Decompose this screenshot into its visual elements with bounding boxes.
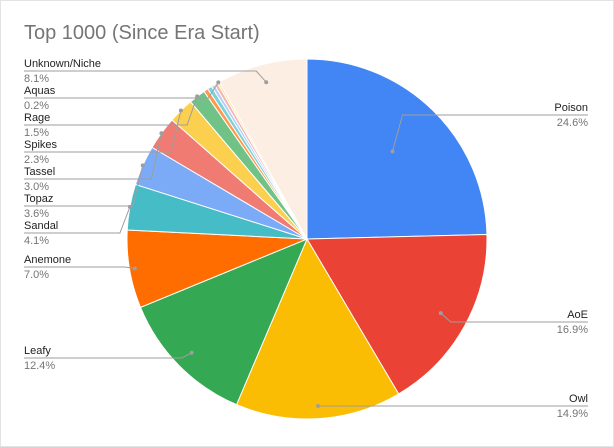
slice-percent-leafy: 12.4%: [24, 360, 55, 372]
slice-percent-unknown-niche: 8.1%: [24, 73, 49, 85]
leader-line-aquas: [24, 82, 219, 99]
slice-label-sandal: Sandal: [24, 220, 58, 232]
slice-label-aoe: AoE: [567, 309, 588, 321]
slice-label-anemone: Anemone: [24, 254, 71, 266]
pie-slice-unknown-niche[interactable]: [218, 58, 308, 241]
slice-percent-aoe: 16.9%: [557, 324, 588, 336]
slice-percent-rage: 1.5%: [24, 127, 49, 139]
slice-label-unknown-niche: Unknown/Niche: [24, 58, 101, 70]
slice-label-tassel: Tassel: [24, 166, 55, 178]
slice-percent-topaz: 3.6%: [24, 208, 49, 220]
slice-label-rage: Rage: [24, 112, 50, 124]
pie-slice-owl[interactable]: [235, 237, 400, 420]
slice-percent-anemone: 7.0%: [24, 269, 49, 281]
leader-line-anemone: [24, 266, 135, 269]
slice-label-leafy: Leafy: [24, 345, 51, 357]
pie-slice-aoe[interactable]: [306, 233, 488, 395]
slice-percent-aquas: 0.2%: [24, 100, 49, 112]
slice-label-poison: Poison: [554, 102, 588, 114]
chart-title: Top 1000 (Since Era Start): [24, 22, 260, 44]
slice-percent-sandal: 4.1%: [24, 235, 49, 247]
slice-label-topaz: Topaz: [24, 193, 53, 205]
leader-line-poison: [392, 114, 588, 152]
leader-line-tassel: [24, 133, 162, 180]
slice-percent-owl: 14.9%: [557, 408, 588, 420]
leader-line-spikes: [24, 110, 182, 153]
leader-line-leafy: [24, 352, 192, 359]
leader-line-aoe: [440, 312, 588, 323]
pie-slice-leafy[interactable]: [139, 238, 308, 406]
slice-label-aquas: Aquas: [24, 85, 56, 97]
pie-slice-poison[interactable]: [306, 58, 488, 240]
leader-line-unknown-niche: [24, 70, 267, 83]
slice-percent-spikes: 2.3%: [24, 154, 49, 166]
leader-line-rage: [24, 96, 198, 126]
slice-label-owl: Owl: [569, 393, 588, 405]
slice-percent-poison: 24.6%: [557, 117, 588, 129]
slice-percent-tassel: 3.0%: [24, 181, 49, 193]
slice-label-spikes: Spikes: [24, 139, 58, 151]
sheet-gridline: [0, 0, 614, 1]
sheet-gridline: [0, 0, 1, 447]
leader-line-sandal: [24, 206, 131, 234]
